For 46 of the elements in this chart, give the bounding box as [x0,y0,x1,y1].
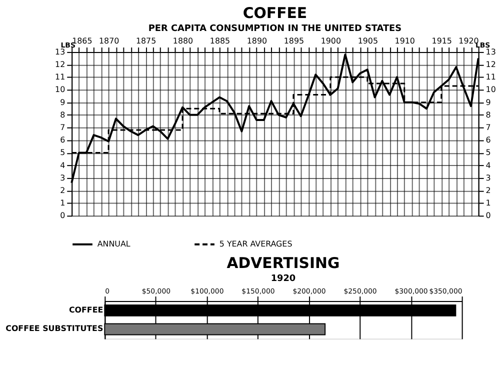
y2-tick-label: 7 [486,122,491,132]
legend-label: ANNUAL [97,239,131,248]
y-tick-label: 7 [60,122,66,132]
x-tick-label: 1900 [320,36,342,46]
y-tick-label: 12 [55,60,66,70]
y-tick-label: 6 [60,136,66,145]
x-tick-label: 1915 [432,36,452,46]
y2-tick-label: 1 [486,198,491,208]
y2-tick-label: 6 [486,136,491,145]
y2-tick-label: 3 [486,173,491,182]
y2-tick-label: 0 [486,211,491,220]
y-tick-label: 10 [55,85,66,94]
x-tick-label: 1885 [210,36,230,46]
y2-tick-label: 10 [486,85,496,94]
x-tick-label: 1910 [394,36,415,46]
x-tick-label: 1905 [358,36,378,46]
x-tick-label: 1880 [172,36,194,46]
x-tick-label: 1890 [246,36,268,46]
chart-title: ADVERTISING [226,254,340,272]
y-tick-label: COFFEE SUBSTITUTES [6,324,104,334]
y2-tick-label: 5 [486,148,491,158]
chart-subtitle: 1920 [270,274,296,284]
x-tick-label: 1870 [98,36,120,46]
y-tick-label: 0 [60,211,66,220]
y-tick-label: 5 [60,148,66,158]
y2-tick-label: 11 [486,72,496,82]
y-tick-label: 11 [55,72,66,82]
y2-tick-label: 4 [486,160,491,170]
y-tick-label: 13 [55,47,66,56]
x-tick-label: 1920 [458,36,479,46]
y2-tick-label: 8 [486,110,491,120]
y2-tick-label: 9 [486,98,491,107]
y2-tick-label: 2 [486,186,491,195]
y-tick-label: 4 [60,160,66,170]
y-tick-label: 1 [60,198,66,208]
x-tick-label: 1875 [136,36,156,46]
y-tick-label: 9 [60,98,66,107]
y-tick-label: 2 [60,186,66,195]
y-tick-label: 8 [60,110,66,120]
x-tick-label: 1895 [284,36,304,46]
y2-tick-label: 13 [486,47,496,56]
legend-label: 5 YEAR AVERAGES [219,239,292,248]
y-tick-label: 3 [60,173,66,182]
chart-subtitle: PER CAPITA CONSUMPTION IN THE UNITED STATES [148,24,402,34]
y2-tick-label: 12 [486,60,496,70]
chart-title: COFFEE [242,4,308,22]
